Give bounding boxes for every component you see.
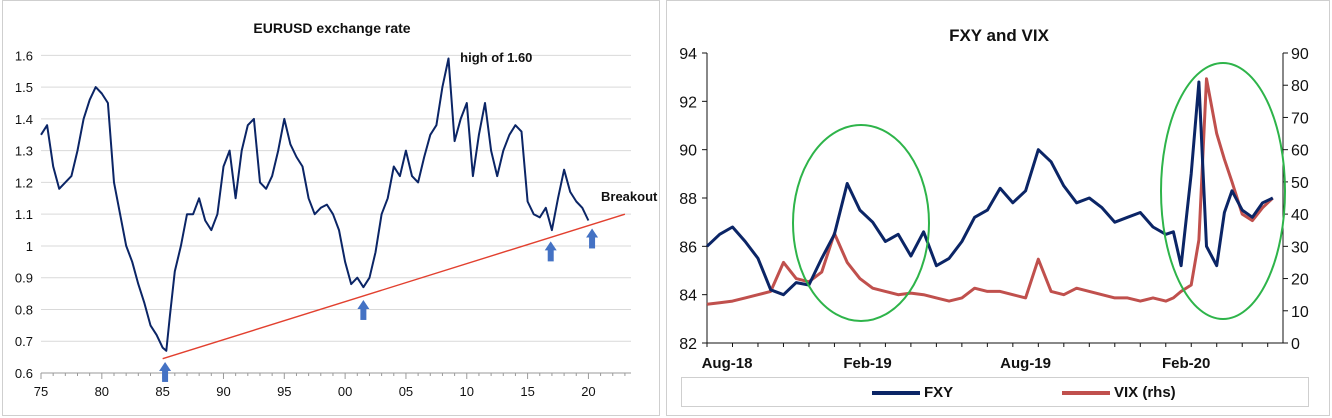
y-right-tick-label: 90 — [1291, 46, 1309, 63]
trendline — [162, 213, 626, 360]
y-tick-label: 0.6 — [15, 366, 33, 381]
breakout-annotation: Breakout — [601, 189, 658, 204]
up-arrow-icon — [357, 299, 370, 320]
legend-label-fxy: FXY — [924, 384, 954, 401]
x-tick-label: 10 — [460, 384, 474, 399]
y-right-tick-label: 40 — [1291, 207, 1309, 224]
x-tick-label: 20 — [581, 384, 595, 399]
legend: FXY VIX (rhs) — [681, 377, 1309, 407]
y-tick-label: 0.9 — [15, 271, 33, 286]
y-left-tick-label: 88 — [679, 191, 697, 208]
y-right-tick-label: 50 — [1291, 175, 1309, 192]
chart-title: EURUSD exchange rate — [253, 20, 410, 36]
y-right-tick-label: 20 — [1291, 272, 1309, 289]
y-right-tick-label: 80 — [1291, 78, 1309, 95]
y-tick-label: 1.1 — [15, 207, 33, 222]
chart-title: FXY and VIX — [949, 26, 1049, 45]
up-arrow-icon — [586, 228, 599, 249]
y-left-tick-label: 90 — [679, 143, 697, 160]
y-right-tick-label: 30 — [1291, 239, 1309, 256]
legend-item-fxy: FXY — [872, 384, 953, 401]
y-tick-label: 1.5 — [15, 80, 33, 95]
x-tick-label: 90 — [216, 384, 230, 399]
x-tick-label: 00 — [338, 384, 352, 399]
arrow-shaft — [162, 369, 169, 382]
fxy-vix-chart-panel: FXY and VIX 82 84 86 88 90 92 94 0 10 20 30 40 50 60 70… — [666, 0, 1330, 416]
x-tick-label: Aug-19 — [1000, 355, 1051, 372]
x-tick-label: 15 — [520, 384, 534, 399]
x-tick-label: 75 — [34, 384, 48, 399]
y-tick-label: 1.2 — [15, 175, 33, 190]
highlight-ellipse-1 — [792, 124, 930, 322]
legend-label-vix: VIX (rhs) — [1114, 384, 1176, 401]
x-tick-label: 80 — [95, 384, 109, 399]
fxy-line — [705, 80, 1274, 297]
x-tick-label: 05 — [399, 384, 413, 399]
y-tick-label: 1 — [26, 239, 33, 254]
y-left-tick-label: 86 — [679, 239, 697, 256]
arrow-shaft — [360, 307, 367, 320]
y-tick-label: 1.6 — [15, 48, 33, 63]
y-left-tick-label: 82 — [679, 336, 697, 353]
legend-item-vix: VIX (rhs) — [1062, 384, 1176, 401]
eurusd-chart: EURUSD exchange rate 0.6 0.7 0.8 0.9 1 1.1 1.2 1… — [15, 20, 658, 399]
y-tick-label: 1.3 — [15, 144, 33, 159]
fxy-vix-chart: FXY and VIX 82 84 86 88 90 92 94 0 10 20 30 40 50 60 70… — [679, 26, 1309, 372]
legend-swatch-vix — [1062, 390, 1110, 395]
highlight-ellipse-2 — [1160, 62, 1286, 320]
y-tick-label: 1.4 — [15, 112, 33, 127]
arrow-head — [159, 361, 172, 371]
arrow-head — [357, 299, 370, 309]
up-arrow-icon — [544, 241, 557, 262]
y-tick-label: 0.7 — [15, 334, 33, 349]
x-tick-label: Feb-19 — [843, 355, 891, 372]
legend-swatch-fxy — [872, 390, 920, 395]
arrow-head — [586, 228, 599, 238]
high-annotation: high of 1.60 — [460, 50, 532, 65]
eurusd-chart-panel: EURUSD exchange rate 0.6 0.7 0.8 0.9 1 1.1 1.2 1… — [2, 0, 660, 416]
up-arrow-icon — [159, 361, 172, 382]
x-tick-label: 85 — [155, 384, 169, 399]
y-right-tick-label: 0 — [1291, 336, 1300, 353]
y-right-tick-label: 70 — [1291, 110, 1309, 127]
y-right-tick-label: 60 — [1291, 143, 1309, 160]
y-left-tick-label: 92 — [679, 94, 697, 111]
x-tick-label: Aug-18 — [702, 355, 753, 372]
arrow-shaft — [589, 236, 596, 249]
y-tick-label: 0.8 — [15, 302, 33, 317]
x-tick-label: 95 — [277, 384, 291, 399]
y-left-tick-label: 94 — [679, 46, 697, 63]
arrow-shaft — [547, 249, 554, 262]
y-left-tick-label: 84 — [679, 288, 697, 305]
y-right-tick-label: 10 — [1291, 304, 1309, 321]
x-tick-label: Feb-20 — [1162, 355, 1210, 372]
eurusd-line — [40, 57, 590, 352]
arrow-head — [544, 241, 557, 251]
